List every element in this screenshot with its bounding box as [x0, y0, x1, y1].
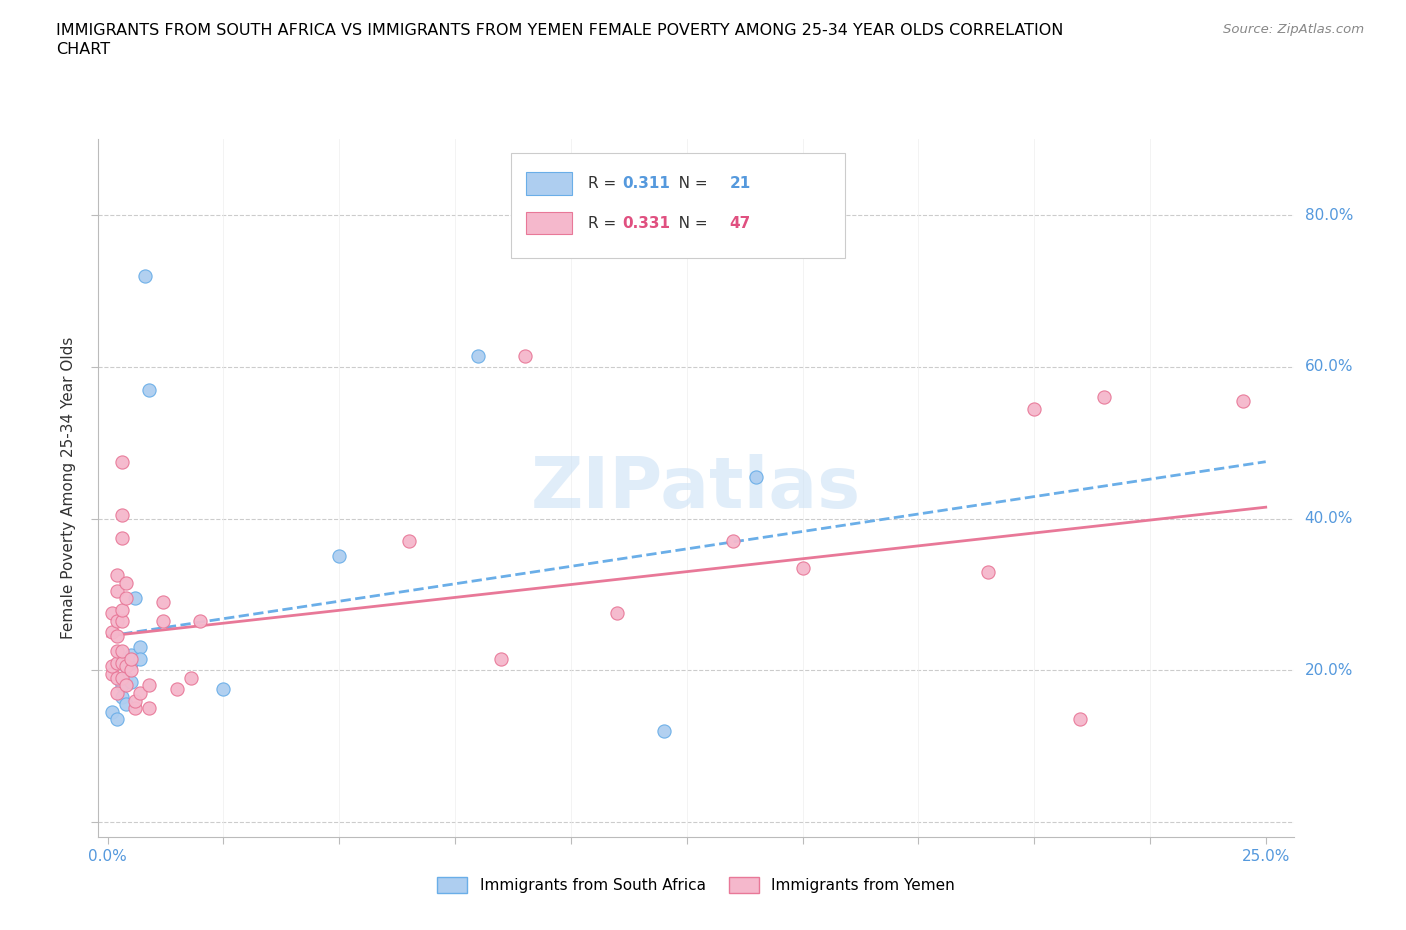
- Text: R =: R =: [588, 176, 621, 191]
- Point: [491, 651, 513, 666]
- Point: [134, 269, 156, 284]
- Point: [115, 671, 138, 685]
- Text: IMMIGRANTS FROM SOUTH AFRICA VS IMMIGRANTS FROM YEMEN FEMALE POVERTY AMONG 25-34: IMMIGRANTS FROM SOUTH AFRICA VS IMMIGRAN…: [56, 23, 1063, 38]
- Point: [721, 534, 744, 549]
- Point: [115, 591, 138, 605]
- Point: [115, 678, 138, 693]
- Text: 40.0%: 40.0%: [1305, 512, 1353, 526]
- Text: 0.311: 0.311: [621, 176, 669, 191]
- Point: [110, 678, 132, 693]
- Text: 21: 21: [730, 176, 751, 191]
- Point: [115, 697, 138, 711]
- Point: [1069, 712, 1091, 727]
- Point: [398, 534, 420, 549]
- Point: [110, 644, 132, 658]
- Point: [110, 602, 132, 617]
- Text: 0.331: 0.331: [621, 216, 669, 231]
- Point: [105, 685, 128, 700]
- Text: N =: N =: [664, 216, 713, 231]
- Point: [467, 348, 489, 363]
- Point: [115, 655, 138, 670]
- Point: [101, 659, 124, 674]
- Point: [105, 712, 128, 727]
- Text: 80.0%: 80.0%: [1305, 207, 1353, 223]
- Text: ZIPatlas: ZIPatlas: [531, 454, 860, 523]
- Point: [110, 454, 132, 469]
- Point: [138, 700, 160, 715]
- Text: R =: R =: [588, 216, 621, 231]
- Point: [138, 382, 160, 397]
- Point: [101, 704, 124, 719]
- Point: [110, 614, 132, 629]
- Point: [105, 629, 128, 644]
- Bar: [526, 212, 572, 234]
- Y-axis label: Female Poverty Among 25-34 Year Olds: Female Poverty Among 25-34 Year Olds: [60, 337, 76, 640]
- Point: [110, 530, 132, 545]
- FancyBboxPatch shape: [510, 153, 845, 259]
- Point: [328, 549, 350, 564]
- Point: [120, 674, 142, 689]
- Point: [1232, 393, 1254, 408]
- Point: [152, 594, 174, 609]
- Point: [1024, 401, 1046, 416]
- Point: [101, 667, 124, 682]
- Point: [110, 508, 132, 523]
- Point: [129, 640, 152, 655]
- Text: 47: 47: [730, 216, 751, 231]
- Point: [152, 614, 174, 629]
- Point: [110, 689, 132, 704]
- Point: [124, 693, 146, 708]
- Point: [105, 655, 128, 670]
- Legend: Immigrants from South Africa, Immigrants from Yemen: Immigrants from South Africa, Immigrants…: [430, 870, 962, 899]
- Point: [166, 682, 188, 697]
- Point: [138, 678, 160, 693]
- Point: [129, 651, 152, 666]
- Point: [101, 625, 124, 640]
- Point: [212, 682, 235, 697]
- Point: [105, 568, 128, 583]
- Text: N =: N =: [664, 176, 713, 191]
- Text: 20.0%: 20.0%: [1305, 663, 1353, 678]
- Point: [120, 655, 142, 670]
- Point: [180, 671, 202, 685]
- Point: [120, 663, 142, 678]
- Point: [513, 348, 536, 363]
- Point: [124, 700, 146, 715]
- Point: [606, 606, 628, 621]
- Text: Source: ZipAtlas.com: Source: ZipAtlas.com: [1223, 23, 1364, 36]
- Text: CHART: CHART: [56, 42, 110, 57]
- Point: [115, 659, 138, 674]
- Point: [105, 644, 128, 658]
- Point: [745, 470, 768, 485]
- Point: [977, 565, 1000, 579]
- Point: [110, 671, 132, 685]
- Point: [101, 606, 124, 621]
- Point: [120, 647, 142, 662]
- Point: [124, 591, 146, 605]
- Point: [188, 614, 211, 629]
- Point: [110, 655, 132, 670]
- Text: 60.0%: 60.0%: [1305, 360, 1353, 375]
- Point: [115, 659, 138, 674]
- Point: [115, 576, 138, 591]
- Bar: [526, 172, 572, 194]
- Point: [105, 583, 128, 598]
- Point: [652, 724, 675, 738]
- Point: [129, 685, 152, 700]
- Point: [105, 671, 128, 685]
- Point: [792, 561, 814, 576]
- Point: [120, 651, 142, 666]
- Point: [105, 614, 128, 629]
- Point: [1092, 390, 1115, 405]
